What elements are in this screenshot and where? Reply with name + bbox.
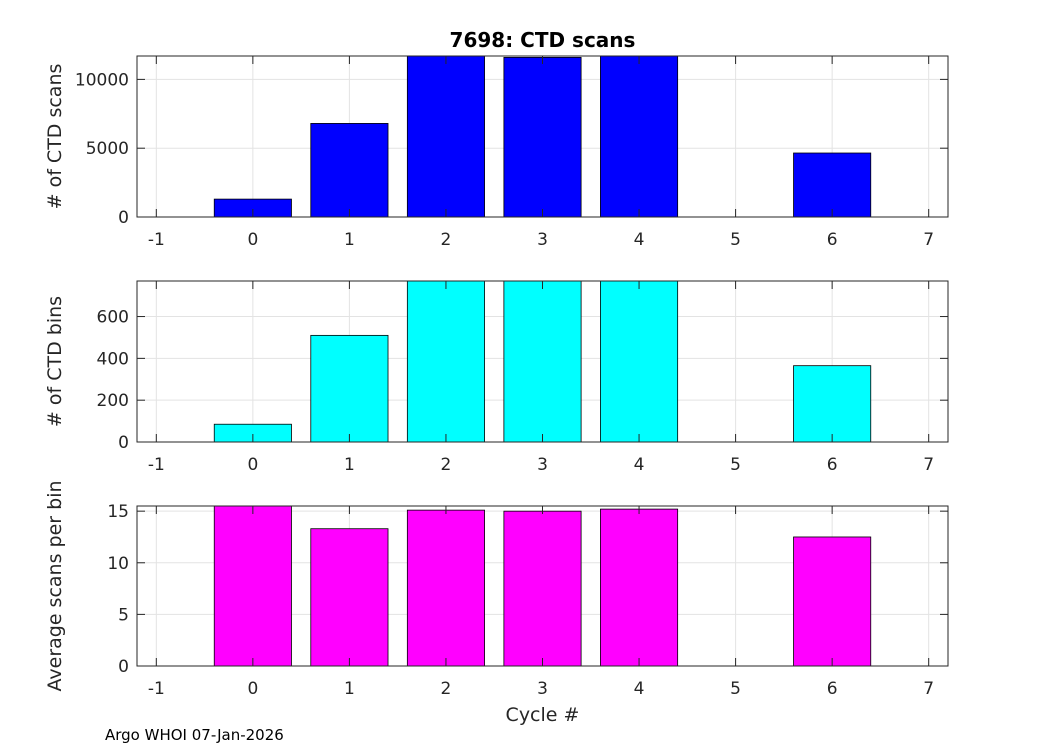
x-tick-label: 2: [441, 230, 452, 250]
y-tick-label: 10: [107, 554, 129, 574]
bins-panel: -1 0 1 2 3 4 5 6 7 0 200 400 600 # of CTD bins: [44, 280, 949, 475]
x-tick-label: 4: [634, 455, 645, 475]
bar-cycle-1: [310, 123, 389, 218]
x-tick-label: 4: [634, 679, 645, 699]
x-tick-label: 6: [827, 679, 838, 699]
bar-cycle-2: [406, 509, 485, 667]
x-tick-label: 7: [923, 455, 934, 475]
footer-credit: Argo WHOI 07-Jan-2026: [105, 726, 284, 744]
bar-cycle-6: [793, 365, 872, 443]
bar-cycle-3: [503, 280, 582, 443]
x-tick-label: 5: [730, 455, 741, 475]
bar-cycle-2: [406, 280, 485, 443]
x-tick-label: 1: [344, 230, 355, 250]
x-tick-label: 3: [537, 230, 548, 250]
x-tick-label: 1: [344, 455, 355, 475]
bar-cycle-4: [600, 508, 679, 667]
x-tick-label: 5: [730, 230, 741, 250]
scans-panel: -1 0 1 2 3 4 5 6 7 0 5000 10000 # of CTD scans 7698: …: [44, 28, 949, 250]
bar-cycle-6: [793, 152, 872, 218]
bar-cycle-4: [600, 280, 679, 443]
y-tick-label: 0: [118, 433, 129, 453]
x-tick-label: 2: [441, 455, 452, 475]
x-tick-label: 7: [923, 230, 934, 250]
x-tick-label: -1: [148, 455, 165, 475]
x-tick-label: 1: [344, 679, 355, 699]
x-tick-label: -1: [148, 679, 165, 699]
y-tick-label: 0: [118, 208, 129, 228]
bar-cycle-2: [406, 55, 485, 218]
x-tick-label: 6: [827, 230, 838, 250]
y-tick-label: 15: [107, 502, 129, 522]
y-tick-label: 5: [118, 605, 129, 625]
x-tick-label: 3: [537, 455, 548, 475]
y-tick-label: 10000: [75, 70, 129, 90]
x-tick-label: 3: [537, 679, 548, 699]
bar-cycle-6: [793, 536, 872, 667]
x-tick-label: -1: [148, 230, 165, 250]
bar-cycle-3: [503, 510, 582, 667]
y-tick-label: 0: [118, 657, 129, 677]
x-tick-label: 6: [827, 455, 838, 475]
x-tick-label: 0: [247, 679, 258, 699]
x-tick-label: 5: [730, 679, 741, 699]
y-tick-label: 600: [97, 308, 129, 328]
average-panel: -1 0 1 2 3 4 5 6 7 0 5 10 15 Average scans per bin Cyc…: [44, 480, 949, 726]
bar-cycle-1: [310, 334, 389, 443]
x-tick-label: 4: [634, 230, 645, 250]
x-tick-label: 7: [923, 679, 934, 699]
x-tick-label: 0: [247, 230, 258, 250]
y-tick-label: 200: [97, 391, 129, 411]
bar-cycle-3: [503, 56, 582, 218]
bar-cycle-4: [600, 55, 679, 218]
y-tick-label: 5000: [86, 139, 129, 159]
bar-cycle-0: [213, 505, 292, 667]
x-tick-label: 2: [441, 679, 452, 699]
x-axis-label: Cycle #: [506, 704, 580, 726]
y-tick-label: 400: [97, 349, 129, 369]
y-axis-label: # of CTD scans: [44, 64, 66, 210]
x-tick-label: 0: [247, 455, 258, 475]
bar-cycle-1: [310, 528, 389, 667]
chart-title: 7698: CTD scans: [450, 28, 636, 52]
y-axis-label: Average scans per bin: [44, 480, 66, 691]
y-axis-label: # of CTD bins: [44, 296, 66, 427]
